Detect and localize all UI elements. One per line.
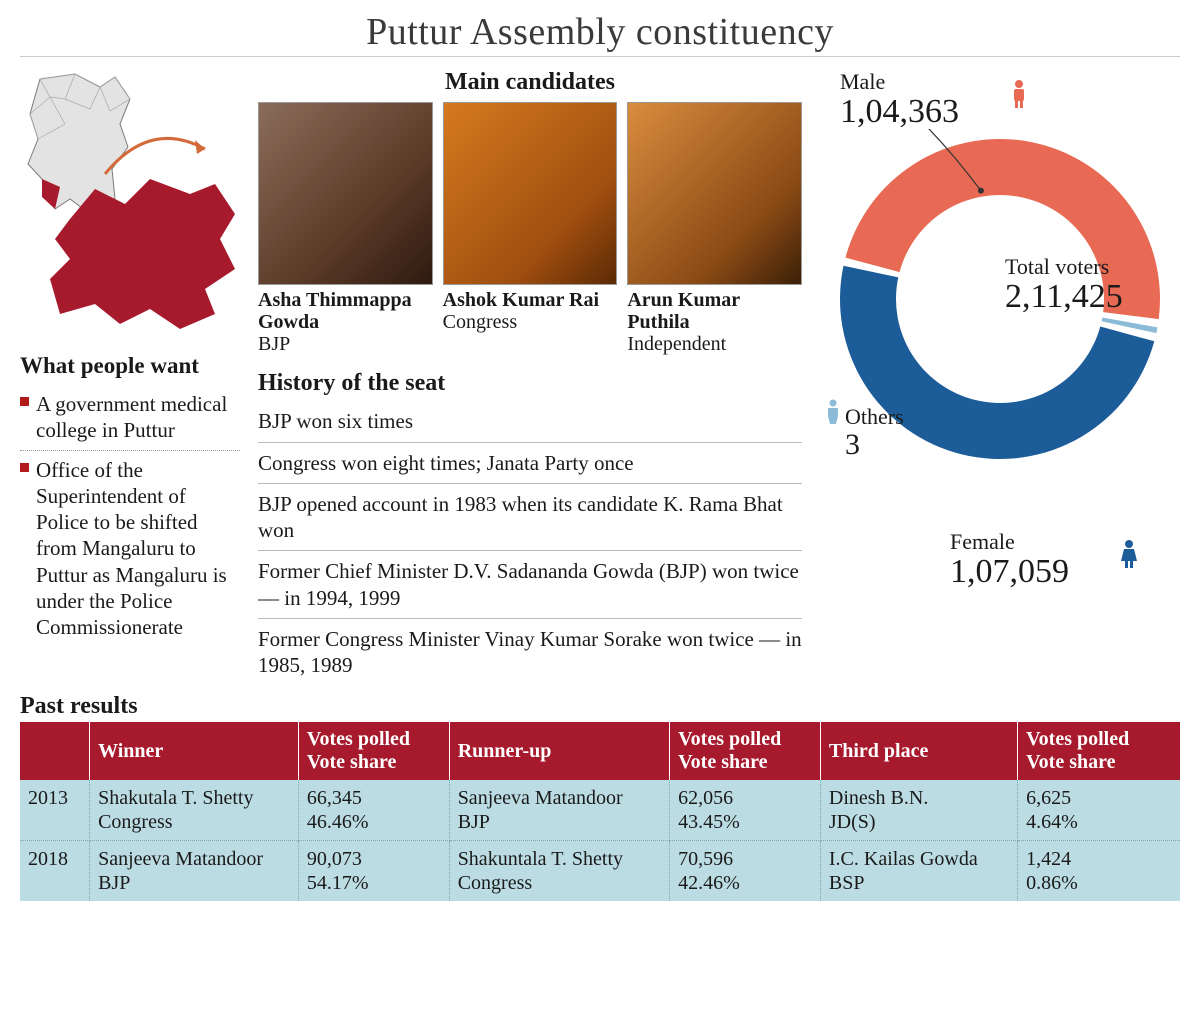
female-label: Female — [950, 529, 1069, 555]
candidate-photo — [443, 102, 618, 285]
female-voter-block: Female 1,07,059 — [950, 529, 1069, 589]
history-item: BJP opened account in 1983 when its cand… — [258, 484, 802, 552]
candidate-card: Asha Thimmappa Gowda BJP — [258, 102, 433, 356]
wants-item: A government medical college in Puttur — [20, 385, 240, 451]
history-item: Congress won eight times; Janata Party o… — [258, 443, 802, 484]
male-label: Male — [840, 69, 959, 95]
candidate-photo — [258, 102, 433, 285]
table-cell: Sanjeeva MatandoorBJP — [90, 841, 299, 902]
candidates-row: Asha Thimmappa Gowda BJP Ashok Kumar Rai… — [258, 102, 802, 356]
district-shape-icon — [40, 159, 240, 339]
table-row: 2013Shakutala T. ShettyCongress66,34546.… — [20, 780, 1180, 841]
right-column: Male 1,04,363 Total voters 2,11,425 Othe… — [820, 69, 1180, 685]
middle-column: Main candidates Asha Thimmappa Gowda BJP… — [258, 69, 802, 685]
table-header-cell — [20, 722, 90, 780]
others-voter-block: Others 3 — [845, 404, 904, 460]
candidate-name: Asha Thimmappa Gowda — [258, 289, 433, 333]
table-row: 2018Sanjeeva MatandoorBJP90,07354.17%Sha… — [20, 841, 1180, 902]
others-person-icon — [825, 399, 841, 427]
history-item: Former Chief Minister D.V. Sadananda Gow… — [258, 551, 802, 619]
candidate-party: Congress — [443, 311, 618, 334]
table-cell: 70,59642.46% — [670, 841, 821, 902]
table-cell: 6,6254.64% — [1018, 780, 1180, 841]
page-title: Puttur Assembly constituency — [20, 10, 1180, 57]
others-count: 3 — [845, 430, 904, 460]
table-cell: 1,4240.86% — [1018, 841, 1180, 902]
table-header-cell: Runner-up — [449, 722, 669, 780]
table-cell: I.C. Kailas GowdaBSP — [820, 841, 1017, 902]
table-cell: 62,05643.45% — [670, 780, 821, 841]
male-count: 1,04,363 — [840, 95, 959, 129]
history-item: Former Congress Minister Vinay Kumar Sor… — [258, 619, 802, 686]
upper-grid: What people want A government medical co… — [20, 63, 1180, 685]
table-cell: Sanjeeva MatandoorBJP — [449, 780, 669, 841]
candidates-heading: Main candidates — [258, 69, 802, 96]
leader-dot-icon — [978, 188, 984, 194]
candidate-photo — [627, 102, 802, 285]
total-voter-block: Total voters 2,11,425 — [1005, 254, 1123, 314]
table-cell: Shakuntala T. ShettyCongress — [449, 841, 669, 902]
past-results-heading: Past results — [20, 693, 1180, 720]
table-header-cell: Votes polledVote share — [670, 722, 821, 780]
history-heading: History of the seat — [258, 370, 802, 397]
table-header-cell: Third place — [820, 722, 1017, 780]
candidate-card: Arun Kumar Puthila Independent — [627, 102, 802, 356]
female-count: 1,07,059 — [950, 555, 1069, 589]
female-person-icon — [1120, 539, 1138, 569]
table-header-cell: Votes polledVote share — [298, 722, 449, 780]
table-cell: 90,07354.17% — [298, 841, 449, 902]
candidate-name: Arun Kumar Puthila — [627, 289, 802, 333]
wants-item: Office of the Superintendent of Police t… — [20, 451, 240, 647]
total-count: 2,11,425 — [1005, 280, 1123, 314]
table-cell: 2018 — [20, 841, 90, 902]
male-person-icon — [1010, 79, 1028, 109]
candidate-party: Independent — [627, 333, 802, 356]
candidate-party: BJP — [258, 333, 433, 356]
past-results-table: WinnerVotes polledVote shareRunner-upVot… — [20, 722, 1180, 901]
others-label: Others — [845, 404, 904, 429]
table-header-cell: Winner — [90, 722, 299, 780]
table-header-cell: Votes polledVote share — [1018, 722, 1180, 780]
table-cell: 66,34546.46% — [298, 780, 449, 841]
wants-heading: What people want — [20, 353, 240, 379]
map-area — [20, 69, 240, 349]
table-header-row: WinnerVotes polledVote shareRunner-upVot… — [20, 722, 1180, 780]
table-cell: Dinesh B.N.JD(S) — [820, 780, 1017, 841]
candidate-card: Ashok Kumar Rai Congress — [443, 102, 618, 356]
left-column: What people want A government medical co… — [20, 69, 240, 685]
candidate-name: Ashok Kumar Rai — [443, 289, 618, 311]
history-item: BJP won six times — [258, 401, 802, 442]
table-cell: Shakutala T. ShettyCongress — [90, 780, 299, 841]
male-voter-block: Male 1,04,363 — [840, 69, 959, 129]
table-cell: 2013 — [20, 780, 90, 841]
total-label: Total voters — [1005, 254, 1123, 280]
